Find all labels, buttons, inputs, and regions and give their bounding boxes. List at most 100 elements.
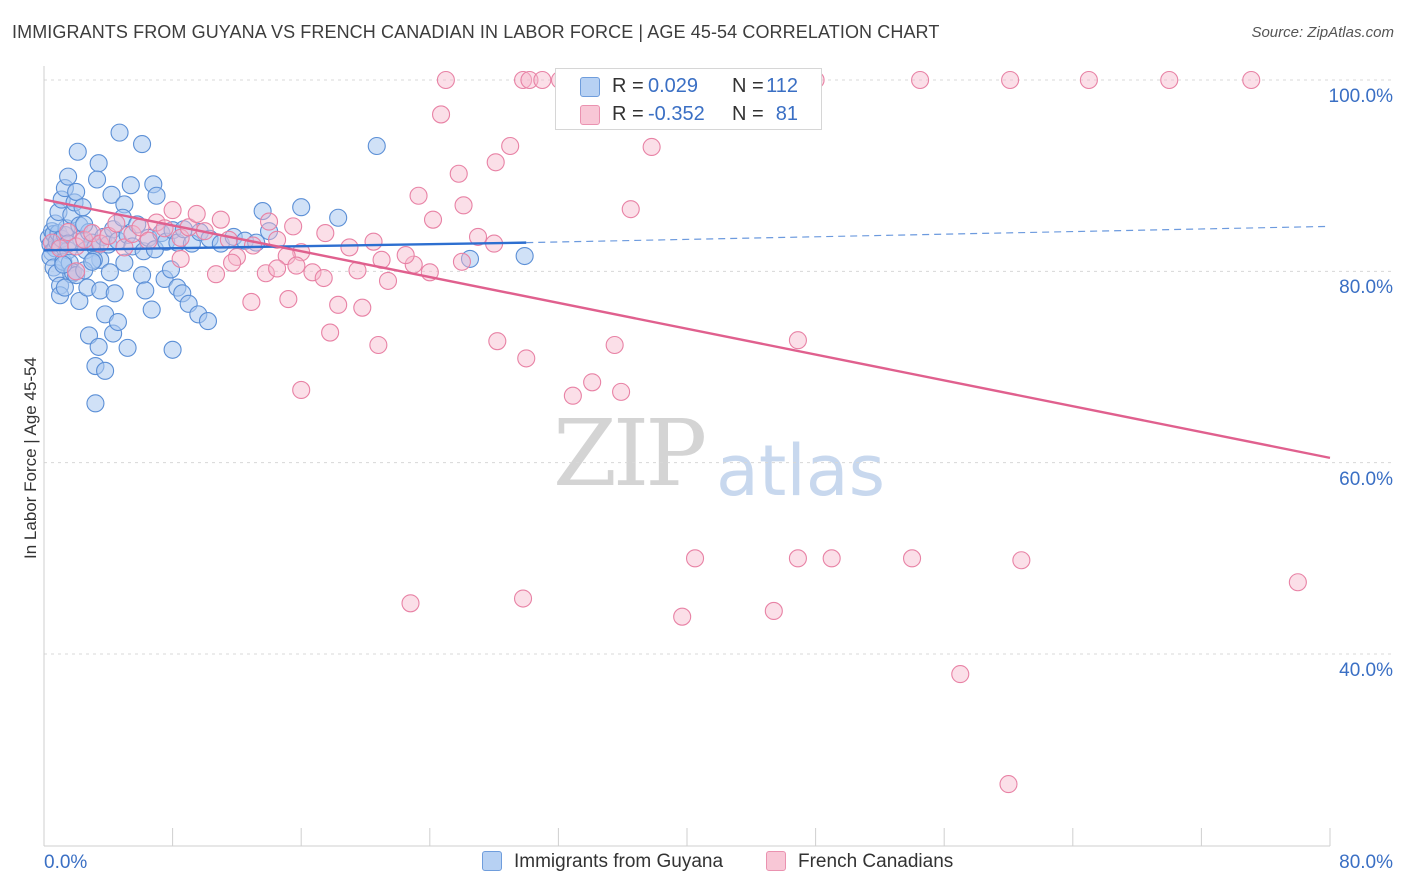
data-point-french-canadian <box>468 227 488 246</box>
y-tick-label: 40.0% <box>1339 660 1393 681</box>
y-axis-label: In Labor Force | Age 45-54 <box>21 357 40 559</box>
data-point-french-canadian <box>107 214 126 233</box>
data-point-guyana <box>121 176 140 195</box>
data-point-french-canadian <box>764 601 783 621</box>
data-point-french-canadian <box>115 238 134 257</box>
data-point-french-canadian <box>902 549 922 568</box>
data-point-french-canadian <box>268 259 287 278</box>
data-point-french-canadian <box>378 271 398 290</box>
data-point-french-canadian <box>452 252 472 271</box>
data-point-guyana <box>70 291 89 311</box>
data-point-french-canadian <box>583 373 602 392</box>
watermark-atlas: atlas <box>716 430 886 512</box>
y-tick-label: 60.0% <box>1339 468 1393 490</box>
data-point-guyana <box>253 202 272 221</box>
data-point-french-canadian <box>59 223 78 242</box>
legend-label: Immigrants from Guyana <box>514 851 724 872</box>
x-tick-label-min: 0.0% <box>44 852 88 873</box>
y-tick-label: 80.0% <box>1339 277 1393 299</box>
legend-n-value: 81 <box>775 103 798 125</box>
legend-swatch-blue <box>580 77 600 97</box>
legend-item-guyana: Immigrants from Guyana <box>482 851 723 873</box>
data-point-guyana <box>55 278 74 297</box>
data-point-french-canadian <box>256 264 275 283</box>
data-point-french-canadian <box>51 239 70 258</box>
data-point-french-canadian <box>436 70 455 90</box>
data-point-french-canadian <box>223 253 242 272</box>
data-point-french-canadian <box>513 589 533 608</box>
legend-r-label: R = <box>612 75 644 97</box>
data-point-french-canadian <box>171 249 190 268</box>
data-point-french-canadian <box>423 210 443 229</box>
data-point-french-canadian <box>284 217 303 236</box>
data-point-french-canadian <box>340 238 359 257</box>
data-point-french-canadian <box>268 230 287 249</box>
data-point-french-canadian <box>401 594 420 613</box>
data-point-guyana <box>59 167 78 186</box>
data-point-french-canadian <box>287 256 306 275</box>
data-point-guyana <box>198 312 218 331</box>
data-point-guyana <box>102 185 121 204</box>
data-point-guyana <box>133 135 152 154</box>
data-point-guyana <box>108 312 127 332</box>
data-point-french-canadian <box>513 70 533 90</box>
data-point-french-canadian <box>206 265 226 284</box>
data-point-guyana <box>86 394 105 413</box>
data-point-guyana <box>118 338 137 357</box>
data-point-french-canadian <box>788 549 807 568</box>
data-point-guyana <box>367 136 386 156</box>
grid-lines <box>44 79 1394 655</box>
data-point-french-canadian <box>279 290 298 309</box>
legend-n-label: N = <box>732 75 764 97</box>
axes <box>43 66 1331 847</box>
data-point-french-canadian <box>501 136 520 156</box>
data-point-french-canadian <box>486 153 505 172</box>
data-point-french-canadian <box>292 380 311 400</box>
trend-line-guyana-extension <box>526 225 1331 244</box>
data-point-french-canadian <box>605 335 624 355</box>
data-point-french-canadian <box>314 268 333 288</box>
data-point-french-canadian <box>1001 70 1020 90</box>
data-point-french-canadian <box>242 292 261 311</box>
data-point-french-canadian <box>369 335 388 355</box>
data-point-guyana <box>515 246 534 266</box>
data-point-french-canadian <box>911 70 930 90</box>
data-point-guyana <box>133 266 152 285</box>
data-point-guyana <box>136 281 155 300</box>
data-point-guyana <box>292 198 311 217</box>
data-point-french-canadian <box>1242 70 1261 90</box>
data-point-french-canadian <box>449 164 468 183</box>
data-point-french-canadian <box>1288 573 1307 592</box>
data-point-french-canadian <box>454 196 473 215</box>
data-point-guyana <box>329 208 348 227</box>
data-point-guyana <box>100 263 119 282</box>
legend-n-label: N = <box>732 103 764 125</box>
legend-swatch-blue <box>482 851 502 871</box>
watermark-zip: ZIP <box>553 400 707 507</box>
data-point-french-canadian <box>227 247 246 267</box>
legend-r-value: -0.352 <box>648 103 705 125</box>
trend-line-french-canadian <box>43 198 1331 460</box>
legend-swatch-pink <box>580 105 600 125</box>
data-point-french-canadian <box>329 295 348 314</box>
data-point-guyana <box>115 253 134 272</box>
data-point-french-canadian <box>673 607 692 626</box>
data-point-guyana <box>67 182 86 201</box>
chart-source: Source: ZipAtlas.com <box>1251 24 1394 41</box>
data-point-french-canadian <box>409 186 428 205</box>
series-french-canadian-points <box>42 70 1307 794</box>
data-point-french-canadian <box>533 70 552 90</box>
data-point-french-canadian <box>211 210 230 229</box>
data-point-french-canadian <box>822 549 841 568</box>
data-point-french-canadian <box>612 382 631 401</box>
legend-swatch-pink <box>766 851 786 871</box>
legend-r-label: R = <box>612 103 644 125</box>
data-point-french-canadian <box>788 331 807 350</box>
data-point-guyana <box>147 186 166 205</box>
data-point-french-canadian <box>396 246 415 265</box>
data-point-french-canadian <box>321 323 340 342</box>
data-point-guyana <box>142 300 161 319</box>
data-point-french-canadian <box>520 70 539 90</box>
data-point-french-canadian <box>685 549 705 568</box>
series-legend: Immigrants from Guyana French Canadians <box>0 851 1406 879</box>
